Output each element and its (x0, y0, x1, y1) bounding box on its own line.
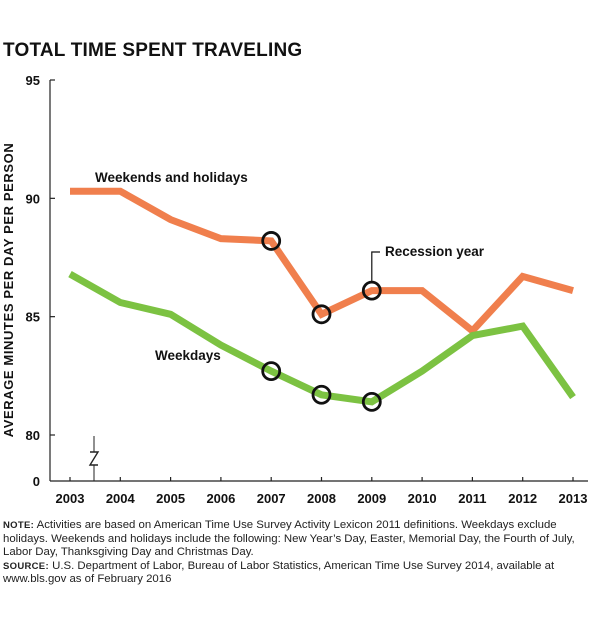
chart-notes: NOTE: Activities are based on American T… (3, 519, 588, 587)
axis-break-icon (88, 451, 100, 466)
recession-marker-weekends-and-holidays-2009 (361, 280, 382, 301)
x-tick-label-2006: 2006 (206, 491, 235, 506)
axes: 0 80 85 90 95 2003 2004 2005 2006 2007 2008 2009 201… (26, 73, 588, 506)
series-line-weekends-and-holidays (70, 187, 574, 336)
recession-markers (261, 231, 382, 412)
y-tick-label-80: 80 (26, 428, 40, 443)
x-tick-label-2010: 2010 (408, 491, 437, 506)
y-tick-label-85: 85 (26, 310, 40, 325)
x-tick-label-2009: 2009 (357, 491, 386, 506)
series-label-weekdays: Weekdays (155, 348, 221, 363)
recession-marker-weekdays-2007 (261, 361, 282, 382)
series-line-weekdays (68, 271, 576, 406)
x-tick-label-2008: 2008 (307, 491, 336, 506)
annotation-leader (371, 251, 380, 282)
recession-marker-weekends-and-holidays-2007 (261, 231, 282, 251)
recession-marker-weekdays-2008 (311, 384, 332, 405)
line-chart: 0 80 85 90 95 2003 2004 2005 2006 2007 2008 2009 201… (1, 73, 588, 506)
x-tick-label-2005: 2005 (156, 491, 185, 506)
x-tick-label-2012: 2012 (508, 491, 537, 506)
recession-marker-weekdays-2009 (361, 391, 382, 412)
note-paragraph: NOTE: Activities are based on American T… (3, 519, 588, 560)
annotation-recession-year: Recession year (385, 244, 485, 259)
source-text: U.S. Department of Labor, Bureau of Labo… (3, 559, 555, 586)
x-tick-label-2013: 2013 (559, 491, 588, 506)
y-tick-label-95: 95 (26, 73, 40, 88)
chart-labels: AVERAGE MINUTES PER DAY PER PERSON Weeken… (1, 143, 485, 438)
chart-title: TOTAL TIME SPENT TRAVELING (3, 40, 303, 61)
y-tick-label-0: 0 (33, 474, 40, 489)
x-tick-label-2011: 2011 (458, 491, 486, 506)
source-label: SOURCE: (3, 560, 49, 572)
x-tick-label-2007: 2007 (257, 491, 286, 506)
series-lines (68, 187, 576, 406)
note-label: NOTE: (3, 520, 35, 531)
series-label-weekends-and-holidays: Weekends and holidays (95, 170, 248, 185)
x-tick-label-2004: 2004 (106, 491, 136, 506)
recession-marker-weekends-and-holidays-2008 (311, 304, 332, 325)
x-tick-label-2003: 2003 (56, 491, 85, 506)
note-text: Activities are based on American Time Us… (3, 519, 575, 559)
y-tick-label-90: 90 (26, 191, 40, 206)
source-paragraph: SOURCE: U.S. Department of Labor, Bureau… (3, 560, 588, 587)
y-axis-title: AVERAGE MINUTES PER DAY PER PERSON (1, 143, 16, 438)
